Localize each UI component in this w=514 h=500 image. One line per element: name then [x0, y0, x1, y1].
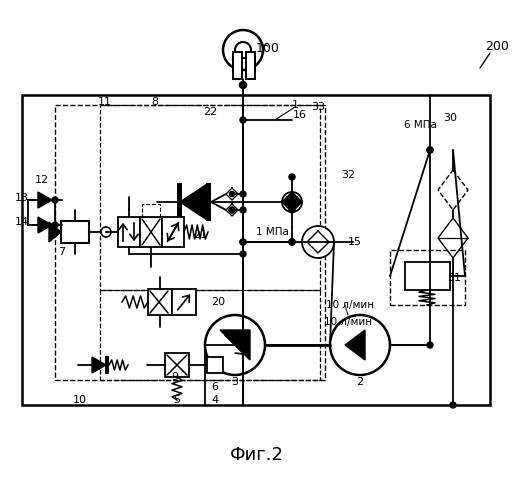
Bar [61, 221, 89, 243]
Circle shape [205, 315, 265, 375]
Bar [118, 217, 140, 247]
Polygon shape [49, 222, 61, 242]
Circle shape [240, 207, 246, 213]
Text: 2: 2 [356, 377, 363, 387]
Text: 1 МПа: 1 МПа [255, 227, 288, 237]
Circle shape [229, 192, 234, 196]
Text: 9: 9 [172, 372, 178, 382]
Bar [172, 289, 196, 315]
Polygon shape [282, 192, 292, 212]
Text: 11: 11 [98, 97, 112, 107]
Bar [55, 105, 325, 380]
Circle shape [302, 226, 334, 258]
Bar [100, 290, 320, 380]
Text: 22: 22 [203, 107, 217, 117]
Text: 6 МПа: 6 МПа [403, 120, 436, 130]
Circle shape [229, 207, 235, 213]
Bar [206, 183, 211, 221]
Bar [390, 250, 465, 305]
Bar [148, 289, 172, 315]
Circle shape [330, 315, 390, 375]
Circle shape [289, 239, 295, 245]
Text: 12: 12 [35, 175, 49, 185]
Polygon shape [38, 217, 52, 233]
Bar [233, 52, 242, 79]
Polygon shape [220, 330, 250, 360]
Text: 10: 10 [73, 395, 87, 405]
Polygon shape [92, 357, 106, 373]
Circle shape [289, 174, 295, 180]
Bar [246, 52, 255, 79]
Polygon shape [38, 192, 52, 208]
Text: 4: 4 [211, 395, 218, 405]
Bar [165, 353, 189, 377]
Bar [177, 183, 182, 221]
Circle shape [240, 239, 246, 245]
Bar [162, 217, 184, 247]
Bar [405, 262, 450, 290]
Text: 200: 200 [485, 40, 509, 54]
Polygon shape [292, 192, 302, 212]
Polygon shape [180, 184, 207, 220]
Circle shape [289, 207, 295, 213]
Text: 6: 6 [211, 382, 218, 392]
Circle shape [450, 402, 456, 408]
Text: 5: 5 [174, 395, 180, 405]
Text: 10 л/мин: 10 л/мин [324, 317, 372, 327]
Text: 33: 33 [311, 102, 325, 112]
Circle shape [427, 147, 433, 153]
Bar [105, 356, 109, 374]
Text: 15: 15 [348, 237, 362, 247]
Bar [140, 217, 162, 247]
Text: 100: 100 [256, 42, 280, 54]
Text: 7: 7 [59, 247, 66, 257]
Text: 30: 30 [443, 113, 457, 123]
Circle shape [101, 227, 111, 237]
Bar [142, 204, 160, 217]
Circle shape [240, 251, 246, 257]
Polygon shape [345, 330, 365, 360]
Text: 8: 8 [152, 97, 158, 107]
Bar [100, 105, 320, 290]
Circle shape [240, 239, 246, 245]
Circle shape [289, 239, 295, 245]
Circle shape [427, 342, 433, 348]
Text: 10 л/мин: 10 л/мин [326, 300, 374, 310]
Circle shape [52, 197, 58, 203]
Text: 3: 3 [231, 377, 238, 387]
Circle shape [240, 117, 246, 123]
Text: 16: 16 [293, 110, 307, 120]
Text: 13: 13 [15, 193, 29, 203]
Text: Фиг.2: Фиг.2 [230, 446, 284, 464]
Text: 31: 31 [447, 273, 461, 283]
Bar [207, 357, 223, 373]
Text: 32: 32 [341, 170, 355, 180]
Circle shape [240, 191, 246, 197]
Bar [22, 95, 490, 405]
Circle shape [223, 30, 263, 70]
Circle shape [235, 42, 251, 58]
Circle shape [427, 147, 433, 153]
Text: 1: 1 [291, 100, 299, 110]
Text: 14: 14 [15, 217, 29, 227]
Text: 20: 20 [211, 297, 225, 307]
Circle shape [52, 222, 58, 228]
Circle shape [229, 208, 234, 212]
Circle shape [240, 82, 247, 88]
Text: 21: 21 [193, 230, 207, 240]
